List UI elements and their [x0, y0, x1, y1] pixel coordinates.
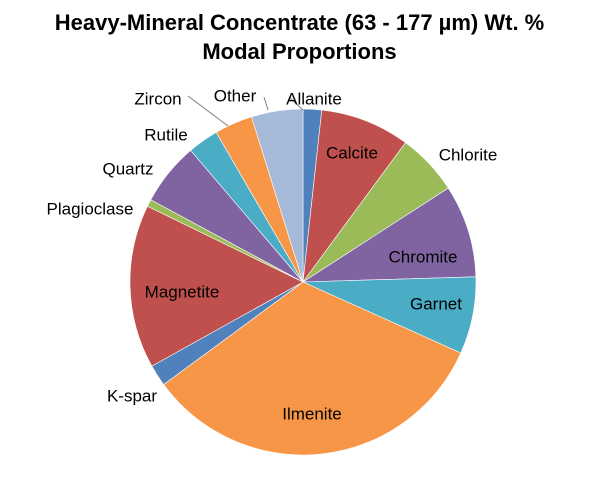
slice-label-ilmenite: Ilmenite — [282, 404, 342, 423]
chart-subtitle: Modal Proportions — [202, 39, 397, 64]
slice-label-garnet: Garnet — [410, 294, 462, 313]
chart-title-block: Heavy-Mineral Concentrate (63 - 177 µm) … — [0, 8, 599, 66]
slice-labels: Allanite Calcite Chlorite Chromite Garnet Ilm… — [47, 86, 498, 423]
leader-line-other — [263, 96, 269, 111]
slice-label-plagioclase: Plagioclase — [47, 199, 134, 218]
slice-label-calcite: Calcite — [326, 143, 378, 162]
slice-label-rutile: Rutile — [144, 125, 187, 144]
leader-line-allanite — [288, 96, 304, 111]
pie-slice-calcite — [302, 109, 406, 284]
pie-slice-ilmenite — [163, 281, 462, 456]
slice-label-allanite: Allanite — [286, 89, 342, 108]
slice-label-chromite: Chromite — [389, 247, 458, 266]
slice-label-magnetite: Magnetite — [145, 282, 220, 301]
slice-label-other: Other — [214, 86, 257, 105]
leader-lines — [187, 95, 304, 127]
leader-line-zircon — [187, 95, 229, 127]
slice-label-zircon: Zircon — [134, 89, 181, 108]
pie-slice-chromite — [301, 187, 477, 283]
pie-slice-other — [251, 108, 304, 283]
slice-label-k-spar: K-spar — [107, 386, 157, 405]
pie-slice-magnetite — [129, 205, 304, 367]
slice-label-chlorite: Chlorite — [439, 145, 498, 164]
slice-label-quartz: Quartz — [102, 159, 153, 178]
pie-slices — [129, 108, 477, 456]
chart-title: Heavy-Mineral Concentrate (63 - 177 µm) … — [54, 10, 545, 35]
